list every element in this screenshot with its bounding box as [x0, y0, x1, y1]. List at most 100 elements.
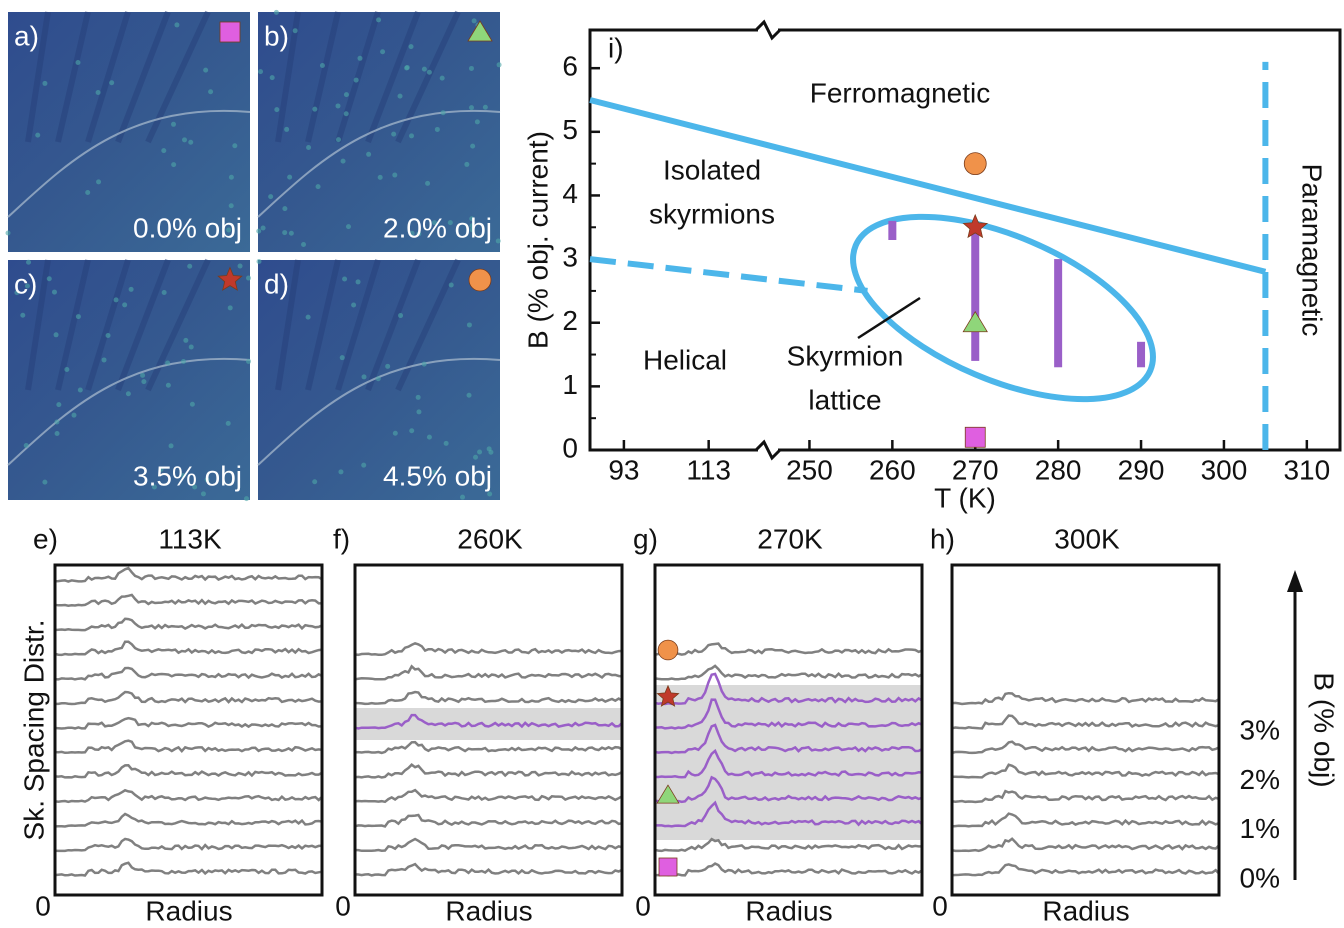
spacing-trace — [54, 666, 323, 681]
skyrmion-spot — [64, 367, 70, 373]
skyrmion-spot — [226, 227, 232, 233]
x-tick-label: 290 — [1118, 454, 1165, 485]
x-axis-label: Radius — [445, 895, 532, 926]
skyrmion-spot — [434, 126, 440, 132]
y-axis-label: Sk. Spacing Distr. — [18, 620, 49, 841]
spacing-panel: f) 260K Radius 0 — [333, 523, 624, 926]
axis-break — [754, 19, 782, 461]
x-origin-label: 0 — [335, 890, 351, 921]
skyrmion-spot — [183, 337, 189, 343]
skyrmion-spot — [187, 263, 193, 269]
panel-label: a) — [14, 20, 39, 51]
y-tick-label: 0 — [562, 432, 578, 463]
skyrmion-spot — [474, 119, 480, 125]
panel-title: 300K — [1054, 523, 1120, 554]
skyrmion-spot — [125, 391, 131, 397]
domain-ridge — [395, 258, 461, 392]
skyrmion-spot — [486, 446, 492, 452]
y-axis-label: B (% obj. current) — [522, 131, 553, 349]
skyrmion-spot — [75, 314, 81, 320]
skyrmion-spot — [469, 216, 475, 222]
skyrmion-spot — [113, 297, 119, 303]
skyrmion-spot — [466, 322, 472, 328]
skyrmion-spot — [20, 312, 26, 318]
spacing-trace — [654, 837, 922, 853]
skyrmion-spot — [306, 144, 312, 150]
skyrmion-spot — [77, 387, 83, 393]
skyrmion-spot — [256, 258, 262, 264]
skyrmion-spot — [416, 231, 422, 237]
marker-star — [217, 266, 243, 291]
marker-star — [962, 213, 988, 239]
panel-label: g) — [633, 523, 658, 554]
skyrmion-spot — [351, 302, 357, 308]
skyrmion-spot — [426, 434, 432, 440]
spacing-trace — [654, 664, 923, 681]
spacing-trace — [55, 690, 323, 706]
skyrmion-spot — [448, 282, 454, 288]
skyrmion-spot — [258, 69, 264, 75]
skyrmion-spot — [343, 111, 349, 117]
image-caption: 3.5% obj — [133, 460, 242, 491]
panel-title: 113K — [158, 523, 222, 554]
spacing-trace — [654, 775, 923, 804]
image-panel: a) 0.0% obj — [5, 10, 251, 252]
image-caption: 4.5% obj — [383, 460, 492, 491]
skyrmion-spot — [469, 223, 475, 229]
skyrmion-spot — [282, 230, 288, 236]
image-caption: 2.0% obj — [383, 212, 492, 243]
spacing-trace — [354, 713, 623, 730]
skyrmion-spot — [495, 238, 501, 244]
skyrmion-spot — [243, 496, 249, 502]
skyrmion-spot — [188, 139, 194, 145]
skyrmion-spot — [35, 132, 41, 138]
skyrmion-spot — [397, 93, 403, 99]
skyrmion-spot — [282, 206, 288, 212]
region-label: skyrmions — [649, 198, 775, 229]
skyrmion-spot — [319, 62, 325, 68]
skyrmion-spot — [23, 442, 29, 448]
skyrmion-spot — [228, 174, 234, 180]
skyrmion-spot — [203, 67, 209, 73]
skyrmion-spot — [353, 77, 359, 83]
skyrmion-spot — [128, 286, 134, 292]
skyrmion-spot — [392, 430, 398, 436]
grain-boundary — [257, 109, 501, 218]
panel-label: d) — [264, 268, 289, 299]
image-panel: d) 4.5% obj — [256, 258, 501, 500]
y-tick-label: 2 — [562, 305, 578, 336]
x-tick-label: 260 — [869, 454, 916, 485]
skyrmion-spot — [404, 65, 410, 71]
skyrmion-spot — [415, 394, 421, 400]
skyrmion-spot — [53, 332, 59, 338]
spacing-trace — [354, 813, 623, 828]
skyrmion-spot — [56, 402, 62, 408]
x-tick-label: 113 — [686, 454, 731, 485]
spacing-trace — [354, 664, 623, 681]
domain-ridge — [25, 11, 51, 143]
panel-title: 270K — [757, 523, 823, 554]
skyrmion-spot — [355, 279, 361, 285]
grain-boundary — [7, 109, 251, 218]
skyrmion-spot — [246, 275, 252, 281]
skyrmion-spot — [477, 449, 483, 455]
image-panel: b) 2.0% obj — [256, 9, 502, 252]
x-tick-label: 93 — [608, 454, 639, 485]
skyrmion-spot — [200, 491, 206, 497]
x-origin-label: 0 — [35, 890, 51, 921]
skyrmion-spot — [288, 230, 294, 236]
skyrmion-spot — [151, 484, 157, 490]
domain-ridge — [275, 11, 301, 143]
skyrmion-spot — [42, 80, 48, 86]
panel-label: e) — [33, 523, 58, 554]
skyrmion-spot — [431, 469, 437, 475]
spacing-trace — [354, 862, 623, 877]
x-tick-label: 250 — [786, 454, 833, 485]
skyrmion-spot — [340, 158, 346, 164]
skyrmion-spot — [109, 80, 115, 86]
skyrmion-spot — [335, 137, 341, 143]
skyrmion-spot — [425, 180, 431, 186]
skyrmion-spot — [105, 332, 111, 338]
skyrmion-spot — [377, 174, 383, 180]
domain-ridge — [365, 10, 421, 144]
